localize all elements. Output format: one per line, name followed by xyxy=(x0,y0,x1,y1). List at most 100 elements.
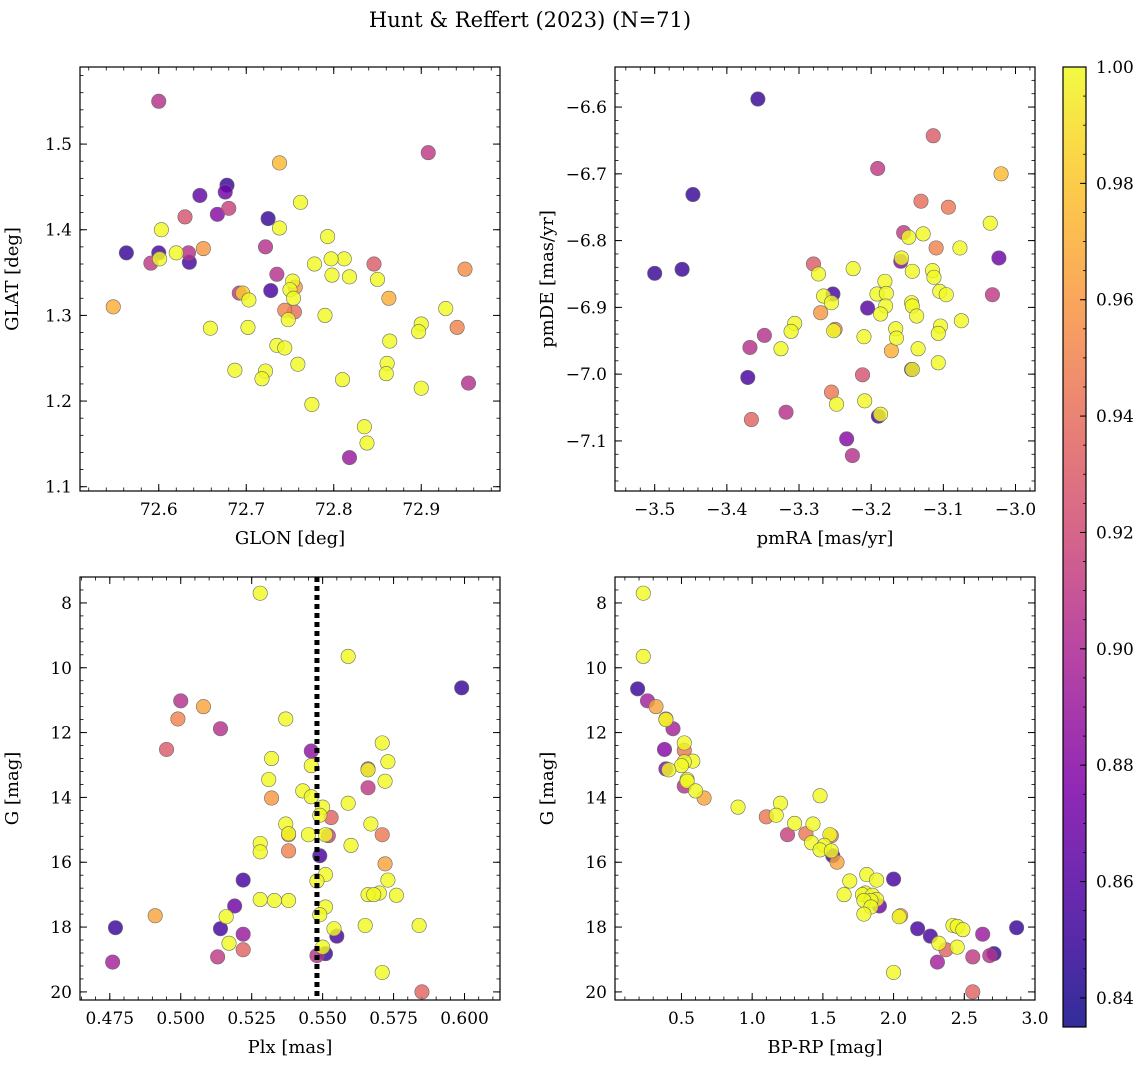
data-point xyxy=(674,261,690,277)
data-point xyxy=(658,712,674,728)
data-point xyxy=(151,93,167,109)
data-point xyxy=(277,340,293,356)
x-tick-label: 72.8 xyxy=(315,500,353,520)
data-point xyxy=(647,265,663,281)
y-tick-label: 20 xyxy=(585,983,607,1003)
data-point xyxy=(855,367,871,383)
data-point xyxy=(271,155,287,171)
data-point xyxy=(374,735,390,751)
x-tick-label: 0.5 xyxy=(668,1009,695,1029)
data-point xyxy=(320,229,336,245)
data-point xyxy=(965,949,981,965)
data-point xyxy=(252,892,268,908)
data-point xyxy=(805,816,821,832)
y-tick-label: 12 xyxy=(50,724,72,744)
colorbar-tick-label: 1.00 xyxy=(1096,58,1134,78)
data-point xyxy=(340,648,356,664)
data-point xyxy=(929,954,945,970)
data-point xyxy=(341,450,357,466)
colorbar-tick-label: 0.96 xyxy=(1096,291,1134,311)
data-point xyxy=(449,319,465,335)
x-axis-label: pmRA [mas/yr] xyxy=(757,528,894,549)
data-point xyxy=(768,807,784,823)
data-point xyxy=(965,984,981,1000)
data-point xyxy=(326,921,342,937)
data-point xyxy=(170,711,186,727)
x-tick-label: −3.3 xyxy=(778,500,819,520)
colorbar-tick-label: 0.86 xyxy=(1096,873,1134,893)
data-point xyxy=(241,292,257,308)
data-point xyxy=(280,312,296,328)
data-point xyxy=(886,964,902,980)
data-point xyxy=(227,362,243,378)
data-point xyxy=(252,585,268,601)
data-point xyxy=(926,269,942,285)
data-point xyxy=(891,909,907,925)
y-tick-label: 1.3 xyxy=(45,306,72,326)
data-point xyxy=(829,396,845,412)
data-point xyxy=(306,256,322,272)
x-tick-label: −3.0 xyxy=(995,500,1036,520)
data-point xyxy=(290,356,306,372)
y-tick-label: −7.1 xyxy=(566,432,607,452)
y-axis-label: G [mag] xyxy=(537,752,558,825)
x-axis-label: BP-RP [mag] xyxy=(767,1037,882,1058)
x-tick-label: 0.500 xyxy=(156,1009,205,1029)
data-point xyxy=(953,313,969,329)
data-point xyxy=(411,324,427,340)
data-point xyxy=(195,241,211,257)
data-point xyxy=(984,287,1000,303)
data-point xyxy=(982,215,998,231)
data-point xyxy=(630,681,646,697)
data-point xyxy=(685,187,701,203)
x-tick-label: 72.7 xyxy=(227,500,265,520)
data-point xyxy=(334,372,350,388)
data-point xyxy=(263,283,279,299)
x-tick-label: 2.0 xyxy=(880,1009,907,1029)
data-point xyxy=(910,921,926,937)
data-point xyxy=(420,145,436,161)
data-point xyxy=(340,795,356,811)
data-point xyxy=(159,741,175,757)
data-point xyxy=(878,285,894,301)
data-point xyxy=(901,229,917,245)
data-point xyxy=(413,380,429,396)
y-tick-label: 18 xyxy=(585,918,607,938)
plot-frame xyxy=(614,66,1036,492)
data-point xyxy=(366,256,382,272)
data-point xyxy=(778,404,794,420)
data-point xyxy=(281,826,297,842)
x-tick-label: −3.1 xyxy=(923,500,964,520)
data-point xyxy=(949,939,965,955)
data-point xyxy=(356,419,372,435)
x-tick-label: 2.5 xyxy=(951,1009,978,1029)
data-point xyxy=(930,355,946,371)
y-tick-label: 14 xyxy=(585,788,607,808)
colorbar: 0.84 0.86 0.88 0.90 0.92 0.94 0.96 0.98 1.00 xyxy=(1062,58,1134,1028)
data-point xyxy=(925,128,941,144)
data-point xyxy=(281,843,297,859)
data-point xyxy=(648,699,664,715)
data-point xyxy=(844,448,860,464)
x-tick-label: −3.5 xyxy=(634,500,675,520)
data-point xyxy=(173,693,189,709)
data-point xyxy=(411,917,427,933)
data-point xyxy=(309,873,325,889)
data-point xyxy=(360,762,376,778)
data-point xyxy=(388,887,404,903)
data-point xyxy=(679,773,695,789)
data-point xyxy=(266,892,282,908)
y-tick-label: −7.0 xyxy=(566,365,607,385)
data-point xyxy=(377,856,393,872)
data-point xyxy=(635,585,651,601)
data-point xyxy=(257,239,273,255)
x-tick-label: 1.5 xyxy=(809,1009,836,1029)
data-point xyxy=(842,873,858,889)
y-axis-label: GLAT [deg] xyxy=(2,227,23,331)
data-point xyxy=(856,329,872,345)
data-point xyxy=(192,187,208,203)
data-point xyxy=(780,827,796,843)
data-point xyxy=(893,250,909,266)
data-point xyxy=(773,341,789,357)
panels: 72.6 72.7 72.8 72.9 1.1 1.2 1.3 1.4 1.5 GLON [deg… xyxy=(2,66,1049,1058)
